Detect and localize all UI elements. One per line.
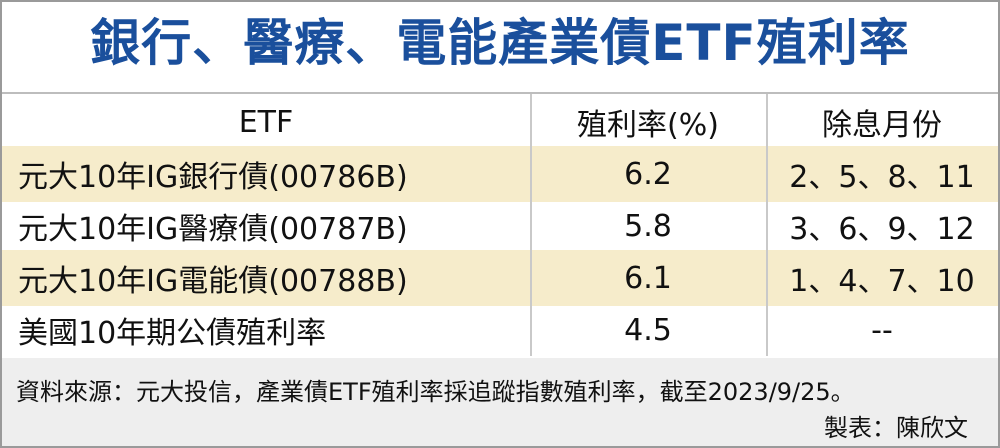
months-cell: -- — [871, 312, 893, 348]
table-row: 元大10年IG電能債(00788B) 6.1 1、4、7、10 — [2, 250, 998, 306]
table-top-divider — [2, 92, 998, 94]
column-divider — [766, 94, 768, 356]
source-note: 資料來源：元大投信，產業債ETF殖利率採追蹤指數殖利率，截至2023/9/25。 — [16, 378, 855, 406]
table-row: 美國10年期公債殖利率 4.5 -- — [2, 302, 998, 358]
months-cell: 2、5、8、11 — [789, 160, 975, 195]
etf-name-cell: 美國10年期公債殖利率 — [18, 316, 327, 351]
table-row: 元大10年IG銀行債(00786B) 6.2 2、5、8、11 — [2, 146, 998, 202]
months-cell: 1、4、7、10 — [789, 264, 975, 299]
table-row: 元大10年IG醫療債(00787B) 5.8 3、6、9、12 — [2, 198, 998, 254]
yield-cell: 6.2 — [624, 156, 672, 192]
etf-name-cell: 元大10年IG電能債(00788B) — [18, 264, 408, 299]
months-cell: 3、6、9、12 — [789, 212, 975, 247]
source-footer: 資料來源：元大投信，產業債ETF殖利率採追蹤指數殖利率，截至2023/9/25。… — [2, 358, 998, 446]
header-months: 除息月份 — [822, 108, 942, 143]
title-bar: 銀行、醫療、電能產業債ETF殖利率 — [2, 2, 998, 76]
yield-cell: 6.1 — [624, 260, 672, 296]
page-title: 銀行、醫療、電能產業債ETF殖利率 — [90, 14, 910, 72]
table-header-row: ETF 殖利率(%) 除息月份 — [2, 94, 998, 150]
yield-cell: 4.5 — [624, 312, 672, 348]
table-credit: 製表：陳欣文 — [824, 414, 968, 442]
yield-cell: 5.8 — [624, 208, 672, 244]
header-etf: ETF — [238, 104, 294, 140]
column-divider — [530, 94, 532, 356]
etf-name-cell: 元大10年IG醫療債(00787B) — [18, 212, 408, 247]
etf-name-cell: 元大10年IG銀行債(00786B) — [18, 160, 408, 195]
header-yield: 殖利率(%) — [577, 108, 719, 143]
